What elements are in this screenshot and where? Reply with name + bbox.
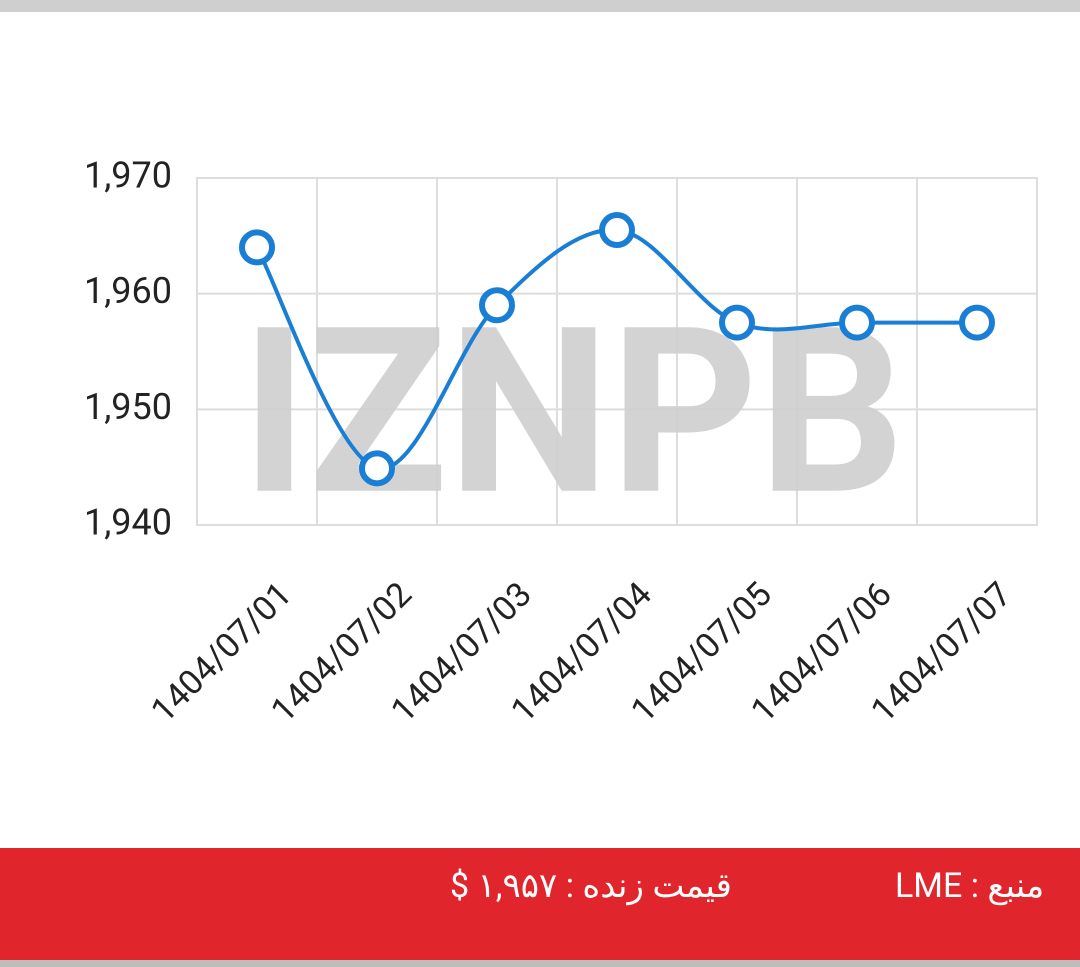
point: [479, 287, 515, 324]
y-tick-label: 1,950: [84, 386, 172, 428]
point: [719, 304, 755, 341]
source: منبع : LME: [895, 866, 1044, 906]
top-strip: [0, 0, 1080, 12]
y-tick-label: 1,940: [84, 502, 172, 544]
y-tick-label: 1,970: [84, 155, 172, 197]
point: [359, 450, 395, 487]
y-tick-label: 1,960: [84, 270, 172, 312]
live-price: قیمت زنده : ۱,۹۵۷ $: [450, 866, 732, 906]
watermark: IZNPB: [241, 279, 905, 548]
point: [239, 229, 275, 266]
bottom-strip: [0, 960, 1080, 967]
footer-bar: [0, 848, 1080, 960]
point: [959, 304, 995, 341]
point: [839, 304, 875, 341]
point: [599, 212, 635, 249]
